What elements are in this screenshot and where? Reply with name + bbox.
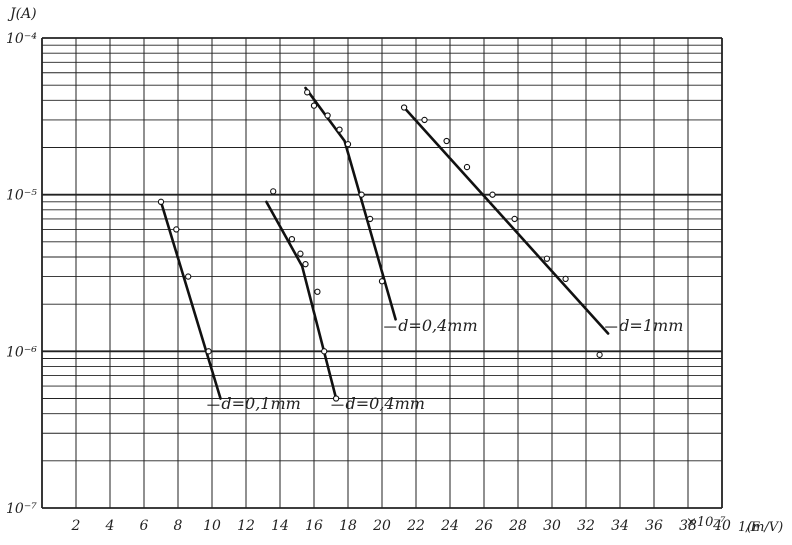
series-1: d=0,1mm [157, 198, 301, 413]
axes: 2 4 6 8 10 12 14 16 18 20 22 24 26 28 30 32 34 36 38 4010⁻⁴… [6, 31, 731, 534]
x-tick-label: 20 [372, 518, 391, 534]
data-point [321, 348, 328, 355]
data-point [302, 261, 309, 268]
data-point [443, 137, 450, 145]
x-tick-label: 30 [543, 518, 561, 534]
labels: J(A) ×10⁻⁷ 1/E (m/V) [7, 6, 783, 535]
data-point [366, 215, 374, 223]
data-point [185, 273, 192, 280]
data-point [489, 191, 496, 198]
x-tick-label: 38 [679, 518, 697, 534]
series-label: d=1mm [619, 316, 683, 335]
data-point [310, 102, 318, 109]
series-label: d=0,4mm [398, 316, 477, 335]
data-point [511, 215, 518, 223]
data-point [173, 226, 180, 233]
data-point [314, 288, 321, 295]
data-point [324, 112, 331, 119]
x-tick-label: 40 [712, 518, 731, 534]
data-point [421, 116, 428, 124]
x-tick-label: 36 [645, 518, 663, 534]
data-point [270, 188, 277, 195]
data-point [304, 89, 311, 96]
series-2: d=0,4mm [265, 188, 425, 413]
data-point [358, 191, 365, 198]
y-tick-label: 10⁻⁴ [6, 31, 37, 47]
series-line [265, 200, 338, 400]
series-line [304, 86, 397, 321]
x-tick-label: 16 [305, 518, 323, 534]
x-tick-label: 26 [474, 518, 493, 534]
series-layer: d=0,1mm d=0,4mm d=0,4mm d=1mm [157, 86, 683, 413]
data-point [344, 141, 352, 148]
series-label: d=0,1mm [221, 394, 300, 413]
x-axis-label-fraction: 1/E [738, 520, 761, 535]
series-label: d=0,4mm [346, 394, 425, 413]
x-tick-label: 10 [203, 518, 221, 534]
data-point [336, 126, 343, 133]
x-tick-label: 18 [339, 518, 357, 534]
data-point [332, 395, 340, 402]
x-tick-label: 22 [406, 518, 425, 534]
x-axis-label-prefix: ×10⁻⁷ [686, 515, 726, 530]
x-tick-label: 8 [174, 518, 183, 534]
y-axis-label: J(A) [7, 6, 37, 22]
series-4: d=1mm [400, 104, 683, 358]
x-tick-label: 6 [140, 518, 149, 534]
data-point [205, 348, 212, 355]
data-point [543, 255, 551, 262]
data-point [596, 351, 603, 358]
data-point [378, 278, 386, 285]
data-point [297, 250, 304, 257]
x-tick-label: 28 [508, 518, 527, 534]
data-point [157, 198, 165, 205]
x-axis-unit: (m/V) [747, 520, 783, 535]
x-tick-label: 24 [440, 518, 459, 534]
data-point [400, 104, 408, 111]
x-tick-label: 12 [237, 518, 255, 534]
y-tick-label: 10⁻⁶ [6, 344, 37, 360]
data-point [463, 163, 471, 171]
series-line [159, 200, 222, 400]
data-point [288, 236, 296, 243]
grid [41, 37, 723, 509]
x-tick-label: 14 [271, 518, 289, 534]
y-tick-label: 10⁻⁷ [6, 501, 37, 517]
x-tick-label: 34 [611, 518, 629, 534]
y-tick-label: 10⁻⁵ [6, 188, 37, 204]
series-line [402, 106, 610, 335]
series-3: d=0,4mm [304, 86, 478, 335]
x-tick-label: 2 [71, 518, 81, 534]
data-point [562, 275, 569, 283]
x-tick-label: 4 [105, 518, 115, 534]
x-tick-label: 32 [577, 518, 595, 534]
